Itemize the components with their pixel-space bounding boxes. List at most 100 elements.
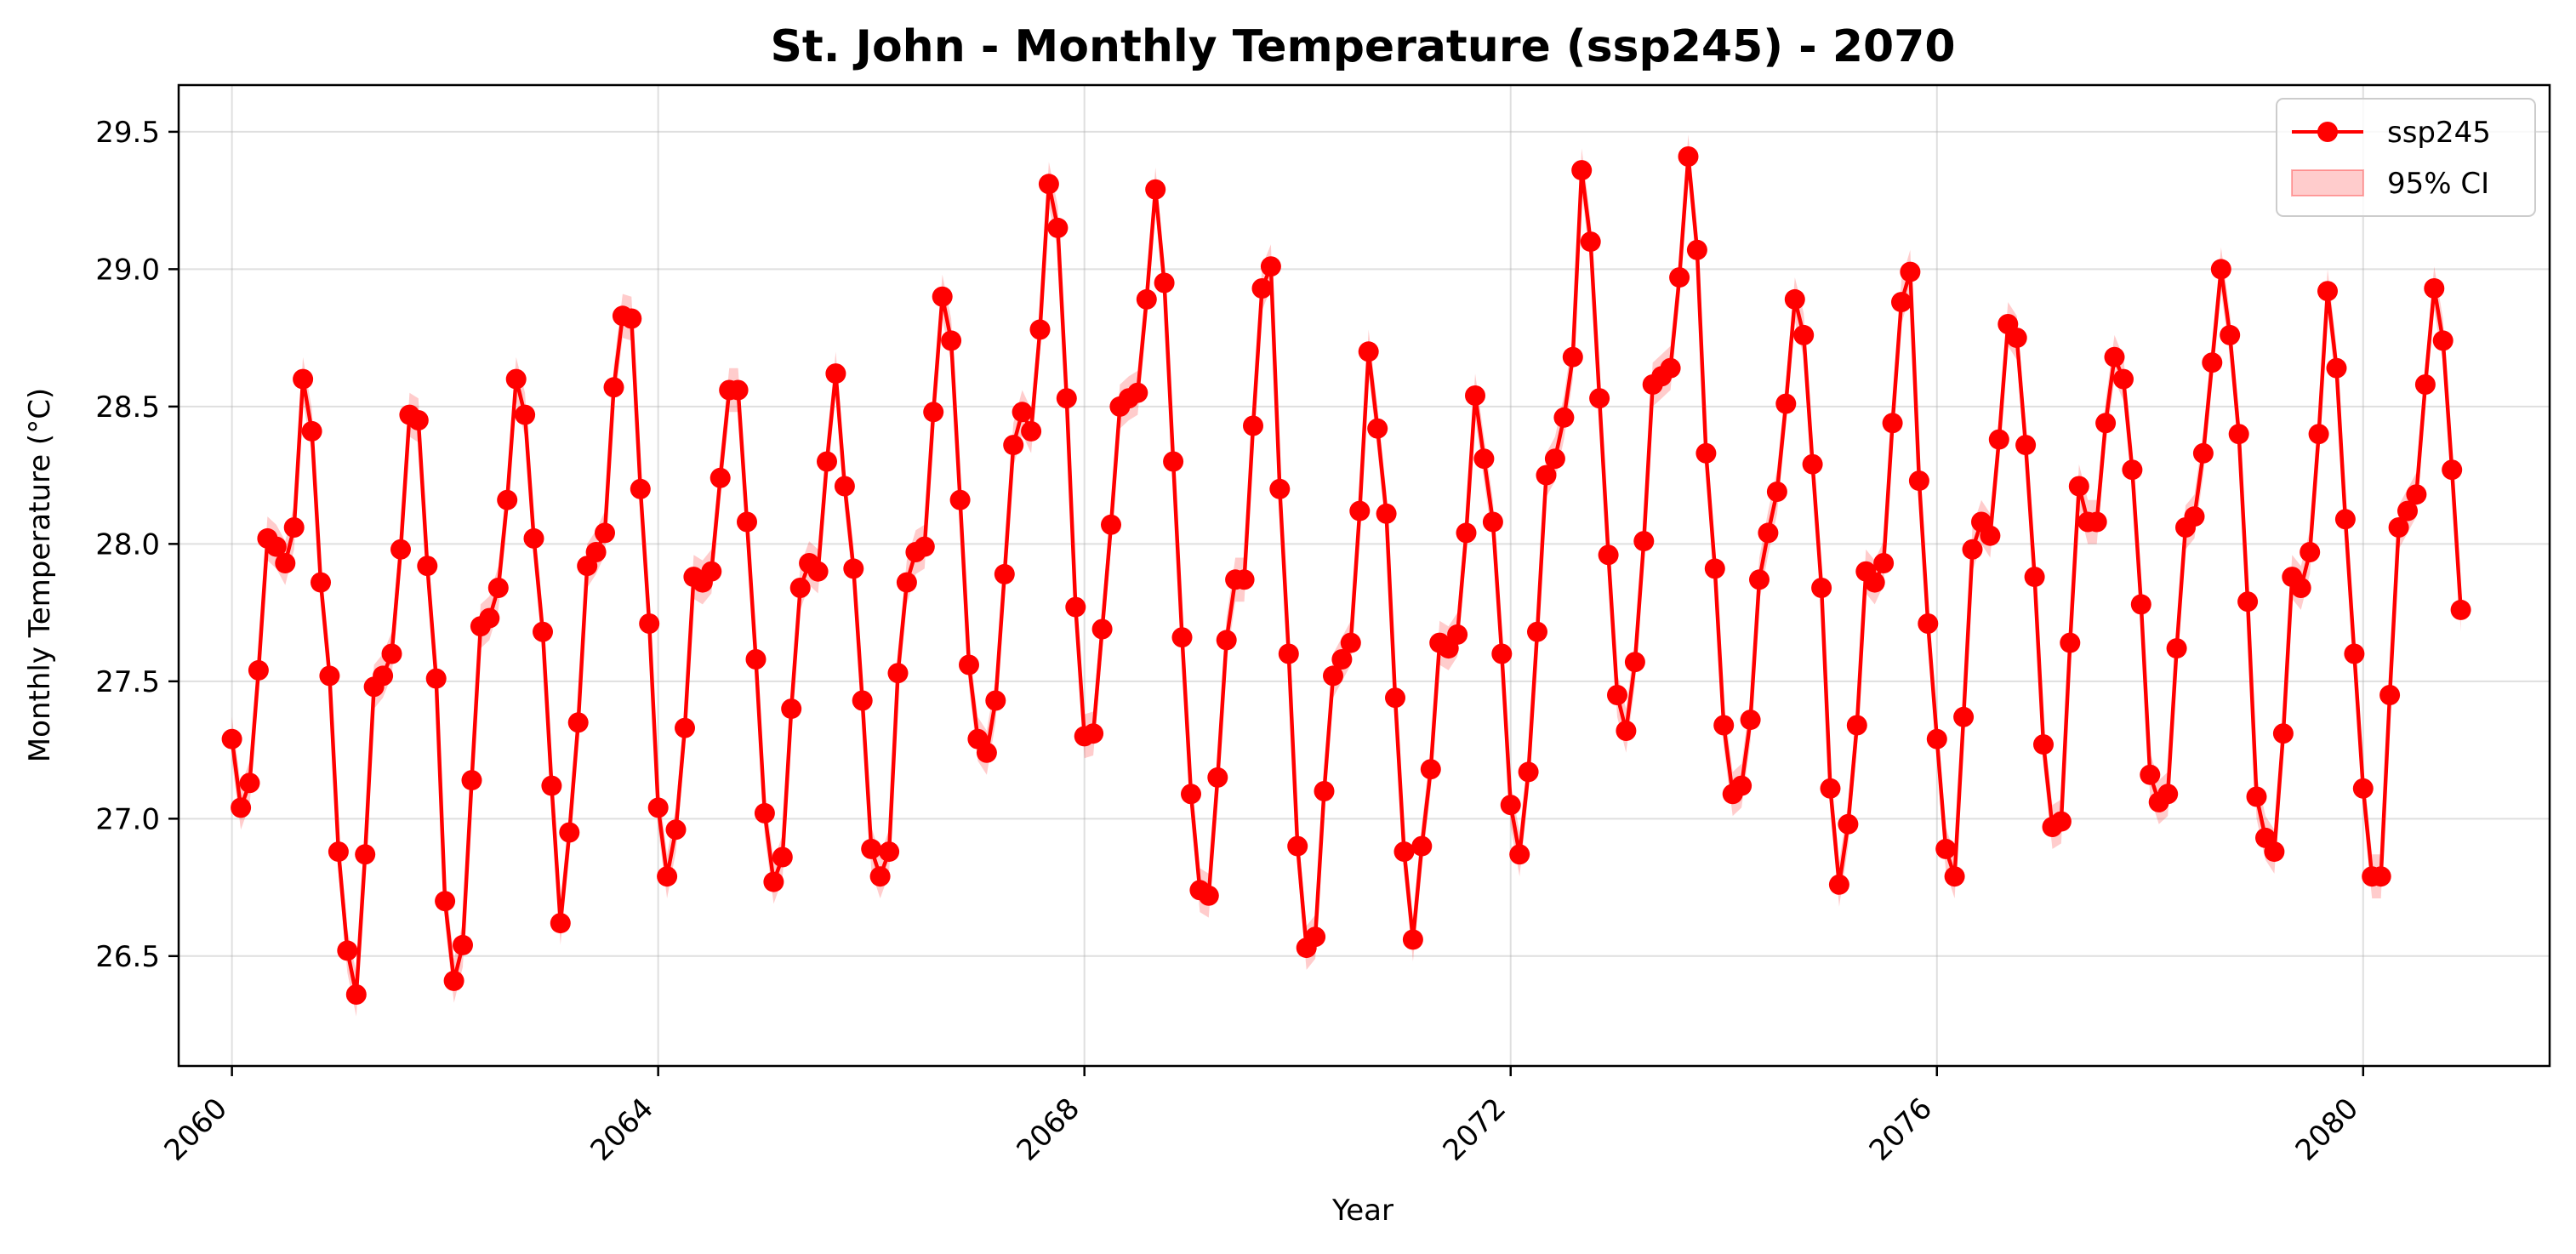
data-point bbox=[745, 649, 767, 670]
data-point bbox=[567, 712, 589, 733]
data-point bbox=[2122, 459, 2143, 481]
data-point bbox=[2308, 424, 2329, 445]
data-point bbox=[2450, 599, 2471, 620]
data-point bbox=[1083, 723, 1104, 744]
data-point bbox=[1686, 239, 1707, 260]
data-point bbox=[2272, 723, 2294, 744]
data-point bbox=[1518, 761, 1539, 783]
data-point bbox=[1234, 569, 1255, 590]
data-point bbox=[311, 572, 331, 593]
data-point bbox=[2334, 509, 2356, 530]
data-point bbox=[2326, 357, 2347, 379]
data-point bbox=[647, 797, 669, 818]
data-point bbox=[2220, 324, 2241, 345]
data-point bbox=[976, 742, 997, 763]
data-point bbox=[1393, 841, 1415, 863]
y-tick-label: 29.0 bbox=[95, 253, 160, 287]
data-point bbox=[1624, 652, 1645, 673]
data-point bbox=[1580, 231, 1601, 253]
y-axis-label: Monthly Temperature (°C) bbox=[23, 388, 57, 762]
data-point bbox=[2379, 685, 2401, 705]
data-point bbox=[2006, 328, 2027, 349]
data-point bbox=[1091, 618, 1113, 640]
data-point bbox=[1793, 324, 1815, 345]
chart-title: St. John - Monthly Temperature (ssp245) … bbox=[770, 21, 1955, 72]
data-point bbox=[1802, 453, 1823, 475]
data-point bbox=[1181, 784, 1201, 805]
data-point bbox=[301, 420, 322, 442]
data-point bbox=[497, 489, 518, 510]
data-point bbox=[1420, 759, 1441, 780]
data-point bbox=[2050, 811, 2072, 832]
y-axis: 26.5 27.0 27.5 28.0 28.5 29.0 29.5 bbox=[95, 116, 179, 974]
data-point bbox=[949, 489, 971, 510]
data-point bbox=[2300, 542, 2321, 562]
data-point bbox=[2424, 278, 2445, 299]
data-point bbox=[2317, 281, 2338, 302]
data-point bbox=[1145, 179, 1166, 200]
data-point bbox=[1953, 706, 1975, 727]
data-point bbox=[1260, 256, 1281, 277]
data-point bbox=[1101, 514, 1121, 535]
data-point bbox=[1740, 710, 1761, 731]
data-point bbox=[1003, 435, 1024, 456]
data-point bbox=[2442, 459, 2463, 481]
data-point bbox=[941, 330, 962, 351]
data-point bbox=[1678, 146, 1699, 167]
data-point bbox=[2290, 578, 2311, 598]
data-point bbox=[283, 517, 305, 538]
data-point bbox=[2104, 346, 2125, 368]
data-point bbox=[1811, 578, 1832, 598]
data-point bbox=[231, 797, 252, 818]
data-point bbox=[1349, 500, 1371, 522]
data-point bbox=[2130, 594, 2151, 615]
data-point bbox=[2370, 866, 2391, 887]
data-point bbox=[2246, 786, 2267, 807]
data-point bbox=[1838, 813, 1859, 835]
data-point bbox=[789, 578, 811, 598]
data-point bbox=[923, 402, 944, 423]
data-point bbox=[1944, 866, 1965, 887]
data-point bbox=[487, 578, 509, 598]
data-point bbox=[1323, 665, 1343, 687]
data-point bbox=[1607, 685, 1627, 705]
data-point bbox=[1287, 835, 1308, 857]
data-point bbox=[1713, 715, 1735, 736]
data-point bbox=[1216, 630, 1237, 651]
data-point bbox=[896, 572, 917, 593]
data-point bbox=[2414, 374, 2436, 395]
data-point bbox=[1589, 388, 1610, 409]
data-point bbox=[1900, 261, 1921, 282]
data-point bbox=[239, 772, 260, 794]
y-tick-label: 27.5 bbox=[95, 665, 160, 699]
legend-ci-swatch bbox=[2291, 169, 2364, 197]
data-point bbox=[1758, 522, 1779, 544]
data-point bbox=[2210, 259, 2231, 280]
data-point bbox=[1376, 503, 1397, 524]
data-point bbox=[1731, 775, 1752, 796]
data-point bbox=[345, 984, 367, 1005]
data-point bbox=[861, 838, 882, 859]
data-point bbox=[453, 934, 473, 955]
data-point bbox=[1660, 357, 1681, 379]
data-point bbox=[1331, 649, 1353, 670]
data-point bbox=[2033, 734, 2054, 755]
data-point bbox=[2095, 413, 2117, 434]
data-point bbox=[772, 846, 793, 868]
data-point bbox=[887, 663, 909, 684]
data-point bbox=[1544, 448, 1565, 470]
data-point bbox=[1562, 346, 1583, 368]
data-point bbox=[2388, 517, 2409, 538]
data-point bbox=[2192, 442, 2214, 464]
data-point bbox=[293, 368, 314, 390]
data-point bbox=[1251, 278, 1273, 299]
data-point bbox=[1527, 621, 1547, 642]
data-point bbox=[1367, 418, 1388, 439]
data-point bbox=[1269, 478, 1291, 499]
data-point bbox=[1198, 885, 1219, 906]
data-point bbox=[1918, 613, 1939, 634]
data-point bbox=[1065, 596, 1086, 618]
data-point bbox=[1749, 569, 1770, 590]
data-point bbox=[479, 607, 500, 629]
